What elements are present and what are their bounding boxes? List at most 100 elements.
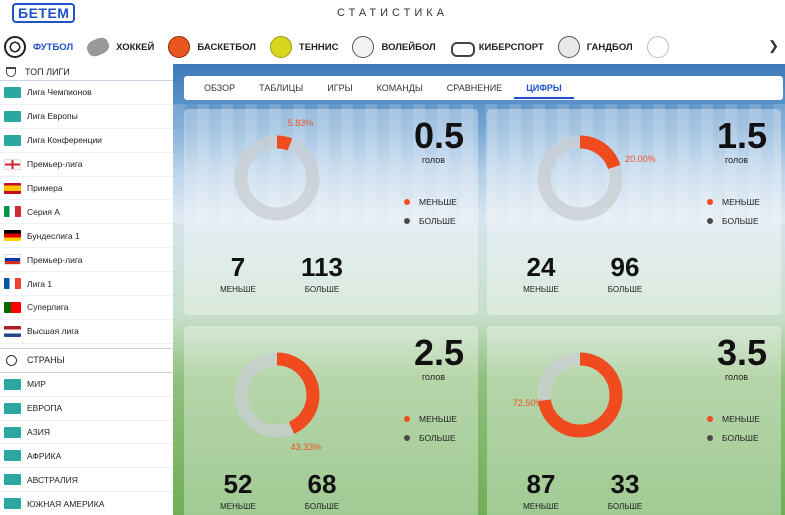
spain-flag-icon — [4, 182, 21, 194]
league-item[interactable]: Бундеслига 1 — [0, 224, 173, 249]
league-item[interactable]: Лига Чемпионов — [0, 81, 173, 105]
league-item[interactable]: Суперлига — [0, 296, 173, 320]
sport-tab-football[interactable]: ФУТБОЛ — [0, 30, 83, 64]
league-label: Премьер-лига — [27, 254, 83, 265]
league-item[interactable]: Серия А — [0, 200, 173, 225]
tab-overview[interactable]: ОБЗОР — [204, 83, 236, 93]
league-item[interactable]: Премьер-лига — [0, 153, 173, 177]
legend-under-label: МЕНЬШЕ — [419, 197, 457, 207]
tab-figures[interactable]: ЦИФРЫ — [514, 76, 574, 100]
under-percent-label: 72.50% — [512, 398, 544, 409]
sport-tab-label: ФУТБОЛ — [33, 41, 74, 53]
under-dot-icon — [707, 416, 713, 422]
italy-flag-icon — [4, 206, 21, 218]
legend-over-label: БОЛЬШЕ — [722, 433, 759, 443]
legend-over: БОЛЬШЕ — [404, 433, 456, 443]
brand-logo[interactable]: БЕТЕМ — [12, 3, 76, 23]
scroll-right-button[interactable]: ❯ — [768, 38, 779, 53]
region-label: МИР — [27, 379, 46, 390]
region-item[interactable]: МИР — [0, 373, 173, 397]
donut-under-arc — [234, 352, 320, 438]
region-label: АФРИКА — [27, 450, 62, 461]
sport-tab-baseball[interactable] — [643, 30, 686, 64]
region-item[interactable]: АЗИЯ — [0, 421, 173, 445]
over-count: 96 — [610, 252, 640, 282]
tab-comparison[interactable]: СРАВНЕНИЕ — [446, 83, 503, 93]
tab-teams[interactable]: КОМАНДЫ — [376, 83, 423, 93]
sport-tab-label: ТЕННИС — [298, 41, 339, 53]
total-goals-unit: голов — [421, 372, 445, 382]
league-label: Суперлига — [27, 302, 69, 313]
cup-icon — [4, 134, 21, 146]
sport-tab-label: ВОЛЕЙБОЛ — [381, 41, 436, 53]
germany-flag-icon — [4, 230, 21, 242]
football-icon — [4, 36, 26, 58]
region-label: ЕВРОПА — [27, 403, 63, 414]
league-item[interactable]: Премьер-лига — [0, 248, 173, 273]
stats-panel: ОБЗОР ТАБЛИЦЫ ИГРЫ КОМАНДЫ СРАВНЕНИЕ ЦИФ… — [173, 64, 785, 515]
goals-total-card: 20.00% 1.5 голов МЕНЬШЕ БОЛЬШЕ 24 МЕНЬШЕ 96 БОЛЬ… — [487, 109, 781, 315]
region-item[interactable]: АВСТРАЛИЯ — [0, 468, 173, 493]
page-title: СТАТИСТИКА — [337, 7, 448, 19]
under-dot-icon — [404, 416, 410, 422]
tab-games[interactable]: ИГРЫ — [327, 83, 353, 93]
sport-tab-volleyball[interactable]: ВОЛЕЙБОЛ — [348, 30, 445, 64]
under-over-donut — [537, 352, 623, 438]
under-percent-label: 5.83% — [287, 117, 314, 128]
legend-over: БОЛЬШЕ — [707, 216, 759, 226]
league-item[interactable]: Лига Европы — [0, 105, 173, 129]
over-dot-icon — [707, 435, 713, 441]
total-goals-value: 3.5 — [716, 332, 767, 373]
under-count-label: МЕНЬШЕ — [220, 285, 256, 294]
over-dot-icon — [404, 218, 410, 224]
over-count: 113 — [301, 252, 343, 282]
region-item[interactable]: ЮЖНАЯ АМЕРИКА — [0, 492, 173, 515]
league-item[interactable]: Лига 1 — [0, 272, 173, 297]
countries-header[interactable]: СТРАНЫ — [0, 347, 173, 373]
league-label: Серия А — [27, 206, 60, 217]
top-leagues-label: ТОП ЛИГИ — [25, 67, 70, 77]
sport-tab-esports[interactable]: КИБЕРСПОРТ — [446, 30, 554, 64]
sport-tab-hockey[interactable]: ХОККЕЙ — [83, 30, 164, 64]
africa-icon — [4, 450, 21, 462]
legend-under-label: МЕНЬШЕ — [419, 414, 457, 424]
donut-under-arc — [537, 352, 623, 438]
under-dot-icon — [404, 199, 410, 205]
legend-over-label: БОЛЬШЕ — [419, 216, 456, 226]
legend-over-label: БОЛЬШЕ — [419, 433, 456, 443]
goals-total-card: 43.33% 2.5 голов МЕНЬШЕ БОЛЬШЕ 52 МЕНЬШЕ 68 БОЛЬ… — [184, 326, 478, 515]
over-count-label: БОЛЬШЕ — [607, 285, 643, 294]
sports-nav: ФУТБОЛ ХОККЕЙ БАСКЕТБОЛ ТЕННИС ВОЛЕЙБОЛ … — [0, 30, 785, 64]
baseball-icon — [646, 36, 669, 58]
legend-over: БОЛЬШЕ — [707, 433, 759, 443]
donut-under-arc — [537, 135, 623, 221]
cup-icon — [4, 110, 21, 122]
league-label: Лига 1 — [27, 278, 53, 289]
sport-tab-label: ГАНДБОЛ — [586, 41, 633, 53]
region-item[interactable]: АФРИКА — [0, 444, 173, 469]
region-list: МИР ЕВРОПА АЗИЯ АФРИКА АВСТРАЛИЯ ЮЖНАЯ АМЕРИК… — [0, 373, 173, 515]
league-label: Лига Чемпионов — [27, 87, 92, 98]
region-label: АЗИЯ — [27, 427, 50, 438]
france-flag-icon — [4, 278, 21, 290]
sport-tab-tennis[interactable]: ТЕННИС — [266, 30, 349, 64]
league-item[interactable]: Лига Конференции — [0, 129, 173, 153]
under-count-label: МЕНЬШЕ — [523, 502, 559, 511]
under-percent-label: 43.33% — [290, 441, 322, 452]
region-item[interactable]: ЕВРОПА — [0, 397, 173, 421]
sport-tab-basketball[interactable]: БАСКЕТБОЛ — [164, 30, 266, 64]
tab-tables[interactable]: ТАБЛИЦЫ — [259, 83, 304, 93]
under-count-label: МЕНЬШЕ — [220, 502, 256, 511]
sport-tab-handball[interactable]: ГАНДБОЛ — [554, 30, 643, 64]
over-count: 33 — [610, 469, 640, 499]
league-item[interactable]: Высшая лига — [0, 320, 173, 344]
sport-tab-label: ХОККЕЙ — [116, 41, 155, 53]
gamepad-icon — [450, 36, 475, 58]
under-count: 87 — [526, 469, 556, 499]
tennis-icon — [269, 36, 292, 58]
legend-under: МЕНЬШЕ — [707, 414, 760, 424]
league-item[interactable]: Примера — [0, 177, 173, 201]
league-label: Лига Конференции — [27, 135, 102, 146]
over-count-label: БОЛЬШЕ — [607, 502, 643, 511]
top-leagues-header: ТОП ЛИГИ — [0, 64, 173, 80]
